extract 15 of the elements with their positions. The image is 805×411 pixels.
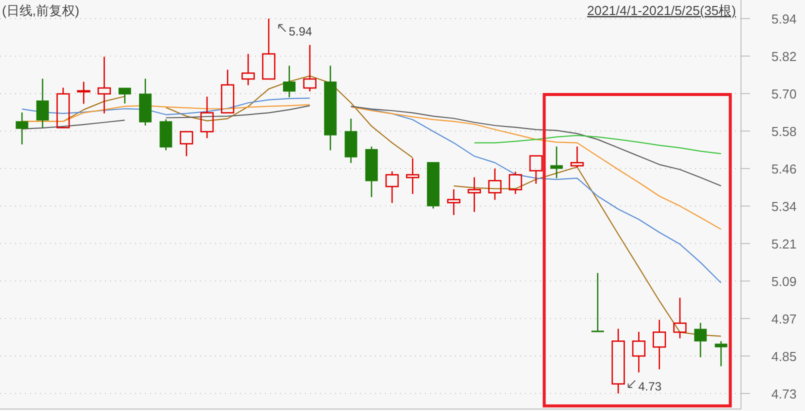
y-tick-label: 5.70 — [771, 86, 797, 102]
y-tick-label: 4.97 — [771, 312, 797, 327]
y-tick-label: 5.46 — [771, 162, 797, 177]
y-tick-label: 5.82 — [771, 49, 797, 64]
chart-subtitle: 2021/4/1-2021/5/25(35根) — [587, 3, 736, 18]
y-tick-label: 4.85 — [771, 349, 797, 364]
chart-title: (日线,前复权) — [2, 3, 80, 18]
y-tick-label: 4.73 — [771, 386, 797, 402]
y-tick-label: 5.21 — [771, 236, 797, 252]
y-tick-label: 5.34 — [771, 199, 797, 214]
y-tick-label: 5.94 — [771, 12, 797, 27]
y-tick-label: 5.58 — [771, 124, 797, 140]
y-tick-label: 5.09 — [771, 274, 797, 290]
annotation: 4.73 — [638, 380, 662, 394]
annotation: 5.94 — [288, 24, 312, 39]
